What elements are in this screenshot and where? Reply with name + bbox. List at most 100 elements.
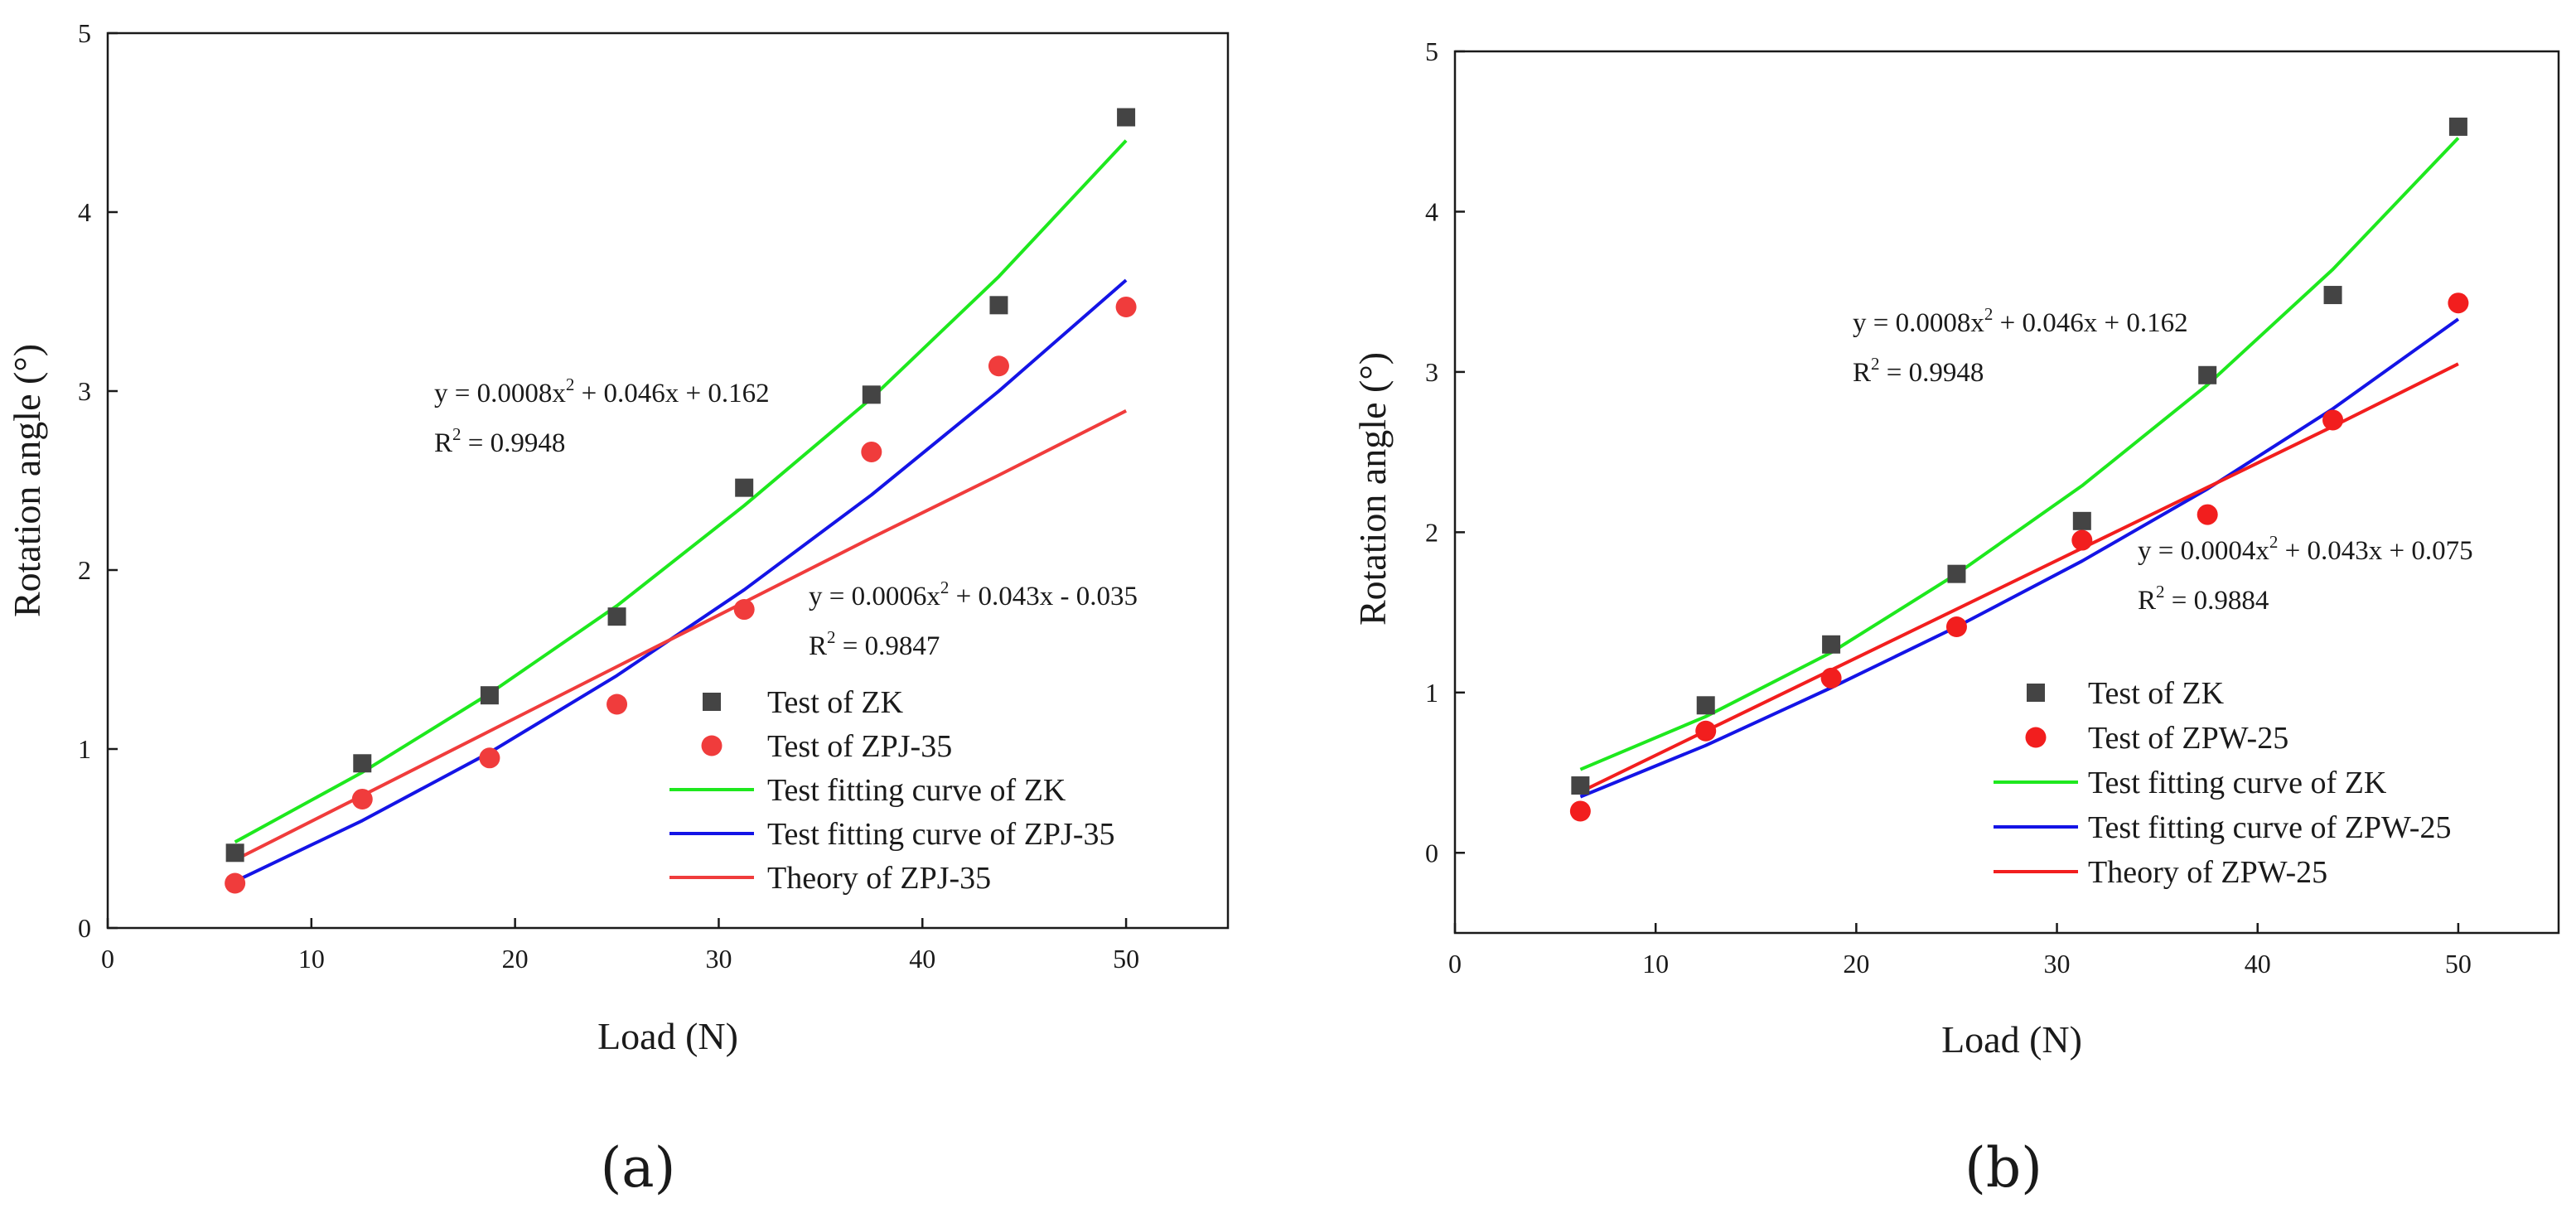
fit-equation: y = 0.0006x2 + 0.043x - 0.035 [809, 578, 1138, 611]
equation-rest: + 0.046x + 0.162 [1993, 308, 2187, 338]
chart-panel-b: 0 10 20 30 40 50 0 1 2 3 4 5 Load (N) Rotation angle … [1351, 36, 2560, 1200]
data-point-circle [1945, 616, 1967, 638]
x-tick-label: 40 [2245, 949, 2271, 979]
legend-swatch-square [2027, 684, 2045, 702]
y-tick-label: 1 [1425, 678, 1438, 708]
legend-label: Test of ZPW-25 [2088, 721, 2288, 756]
data-point-circle [2322, 409, 2344, 431]
data-point-circle [479, 747, 500, 769]
data-point-circle [1695, 720, 1717, 742]
chart-panel-a: 0 10 20 30 40 50 0 1 2 3 4 5 Load (N) Rotation angle … [6, 18, 1230, 1200]
legend-label: Test of ZK [2088, 676, 2225, 711]
y-tick-label: 2 [1425, 517, 1438, 547]
equation-rest: + 0.043x + 0.075 [2278, 536, 2472, 566]
panel-label: (a) [601, 1136, 676, 1200]
y-tick-label: 4 [1425, 196, 1438, 226]
y-tick-label: 0 [78, 913, 91, 943]
x-tick-label: 0 [1448, 949, 1462, 979]
series-line-3 [234, 409, 1128, 862]
fit-equation: y = 0.0008x2 + 0.046x + 0.162 [434, 375, 770, 408]
x-axis-title: Load (N) [597, 1015, 738, 1057]
data-point-square [2198, 365, 2217, 384]
legend-label: Test fitting curve of ZPJ-35 [767, 817, 1114, 852]
legend-label: Theory of ZPJ-35 [767, 861, 991, 896]
data-point-square [1822, 635, 1841, 654]
data-point-square [735, 478, 754, 497]
data-point-square [2072, 511, 2091, 530]
series-line-3 [1579, 362, 2459, 794]
equation-base: y = 0.0008x [1853, 308, 1984, 338]
data-point-circle [2071, 529, 2093, 551]
data-point-square [1696, 696, 1715, 715]
r-squared-rest: = 0.9948 [1880, 358, 1984, 388]
r-squared-exponent: 2 [1871, 354, 1880, 374]
y-tick-label: 0 [1425, 838, 1438, 867]
legend-swatch-circle [2025, 727, 2047, 748]
r-squared-base: R [1853, 358, 1871, 388]
data-point-circle [225, 872, 246, 894]
y-tick-label: 1 [78, 734, 91, 764]
data-point-circle [1115, 296, 1137, 317]
r-squared: R2 = 0.9847 [809, 627, 940, 661]
r-squared-rest: = 0.9884 [2165, 586, 2269, 616]
r-squared-exponent: 2 [2156, 582, 2165, 602]
fit-equation: y = 0.0004x2 + 0.043x + 0.075 [2138, 532, 2473, 566]
x-tick-label: 10 [1642, 949, 1669, 979]
r-squared: R2 = 0.9948 [1853, 354, 1984, 388]
legend-label: Test fitting curve of ZPW-25 [2088, 810, 2451, 845]
y-tick-label: 2 [78, 555, 91, 585]
x-tick-label: 50 [1113, 944, 1139, 974]
x-tick-label: 30 [2044, 949, 2071, 979]
r-squared-base: R [809, 631, 827, 661]
y-axis-title: Rotation angle (°) [6, 344, 48, 617]
data-point-square [1947, 564, 1966, 583]
y-tick-label: 5 [78, 18, 91, 48]
data-point-square [225, 843, 244, 863]
y-tick-label: 3 [78, 376, 91, 406]
legend-label: Test of ZK [767, 685, 904, 720]
x-tick-label: 40 [909, 944, 935, 974]
equation-base: y = 0.0006x [809, 582, 940, 611]
data-point-circle [607, 693, 628, 715]
series-line-2 [1579, 317, 2460, 799]
x-tick-label: 10 [298, 944, 325, 974]
legend-swatch-square [703, 693, 721, 711]
equation-base: y = 0.0008x [434, 379, 566, 408]
data-point-circle [733, 599, 755, 621]
r-squared: R2 = 0.9948 [434, 424, 565, 458]
r-squared-exponent: 2 [452, 424, 462, 444]
legend-label: Test fitting curve of ZK [767, 773, 1066, 808]
data-point-square [2448, 117, 2467, 136]
r-squared-rest: = 0.9948 [462, 428, 566, 458]
r-squared-base: R [2138, 586, 2156, 616]
series-line-1 [234, 139, 1128, 844]
series-line-1 [1579, 137, 2460, 771]
x-axis-title: Load (N) [1941, 1018, 2082, 1061]
plot-frame [1453, 50, 2560, 935]
data-point-square [1571, 776, 1590, 795]
x-tick-label: 20 [502, 944, 529, 974]
legend-label: Theory of ZPW-25 [2088, 855, 2327, 890]
r-squared: R2 = 0.9884 [2138, 582, 2269, 616]
data-point-square [480, 686, 499, 705]
r-squared-rest: = 0.9847 [836, 631, 940, 661]
x-tick-label: 20 [1843, 949, 1869, 979]
data-point-square [862, 385, 881, 404]
data-point-square [1117, 108, 1136, 127]
equation-exponent: 2 [940, 578, 950, 597]
legend-swatch-circle [701, 735, 723, 756]
data-point-circle [351, 788, 373, 809]
data-point-square [607, 607, 626, 626]
data-point-circle [2448, 292, 2469, 314]
equation-exponent: 2 [2269, 532, 2279, 552]
data-point-circle [2197, 504, 2218, 525]
data-point-square [353, 754, 372, 773]
r-squared-exponent: 2 [827, 627, 836, 647]
equation-rest: + 0.043x - 0.035 [949, 582, 1138, 611]
legend-label: Test fitting curve of ZK [2088, 766, 2387, 800]
x-tick-label: 0 [101, 944, 114, 974]
legend-label: Test of ZPJ-35 [767, 729, 952, 764]
equation-base: y = 0.0004x [2138, 536, 2269, 566]
y-tick-label: 5 [1425, 36, 1438, 66]
